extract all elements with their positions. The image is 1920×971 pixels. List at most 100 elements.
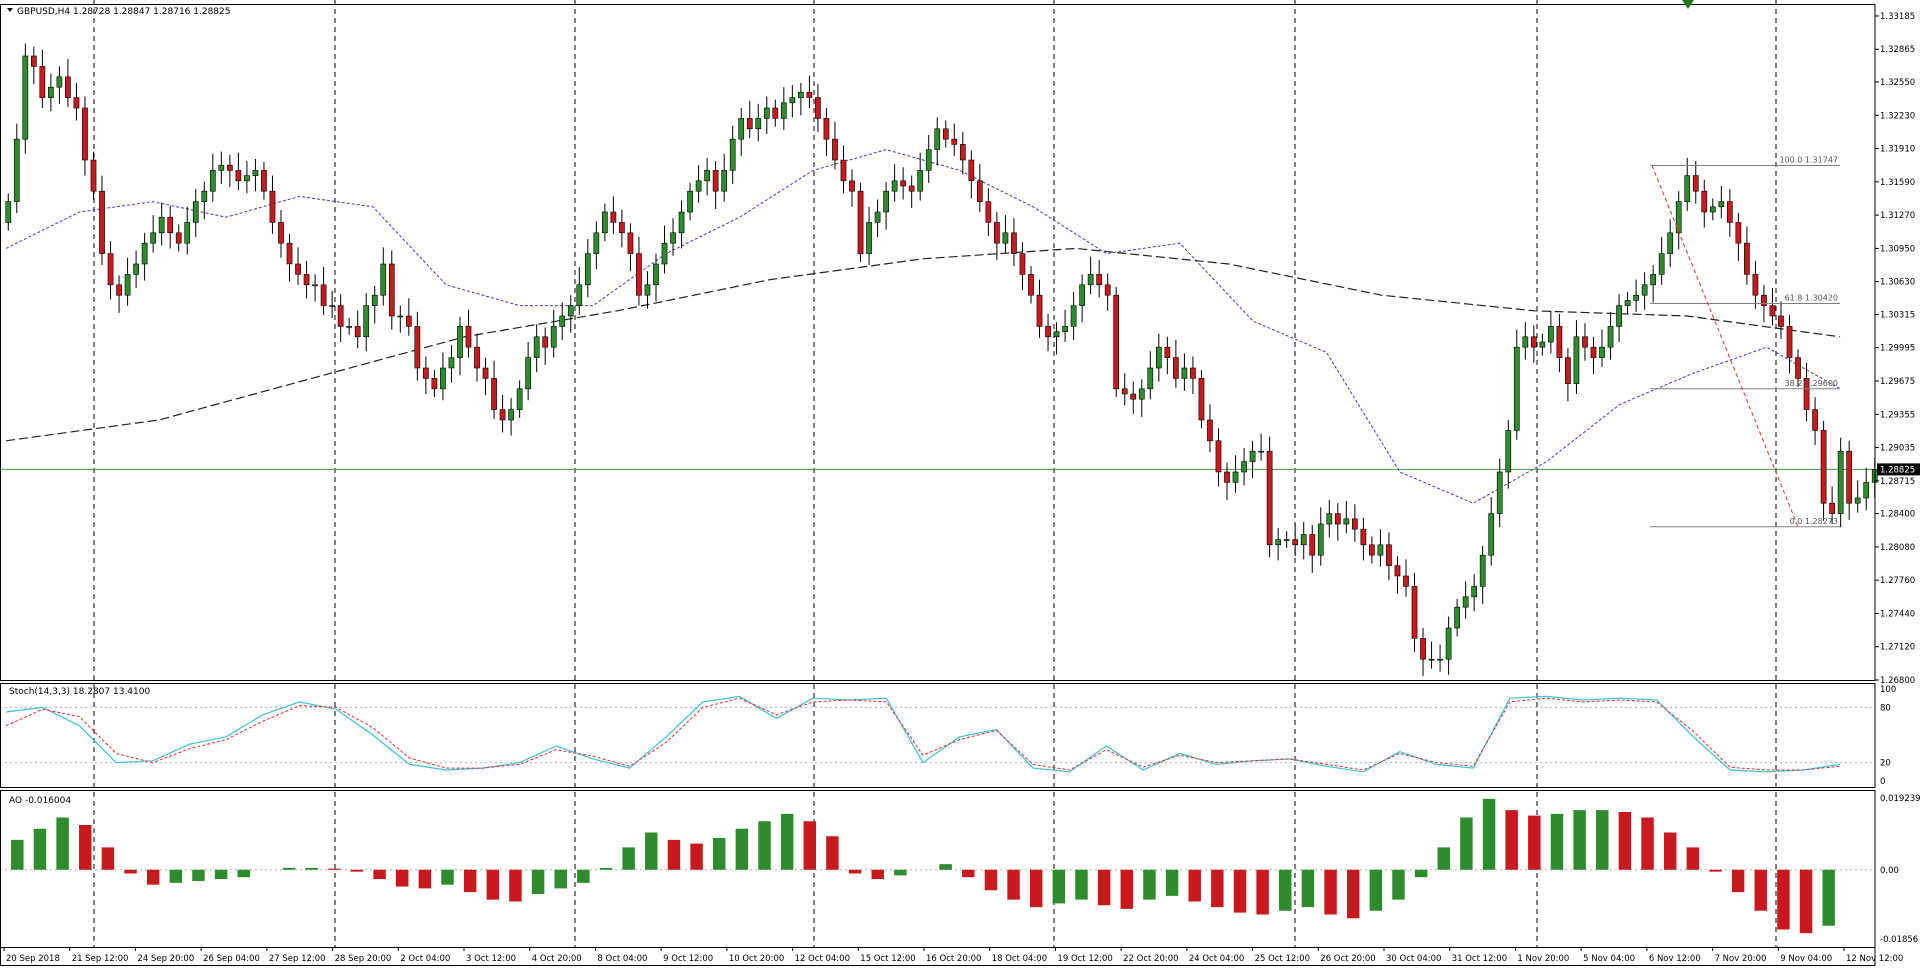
candle-body bbox=[1692, 175, 1699, 192]
candle bbox=[1616, 294, 1622, 342]
candle bbox=[1164, 336, 1171, 375]
candle bbox=[746, 100, 753, 139]
candle-body bbox=[678, 211, 685, 234]
candle bbox=[499, 395, 506, 433]
candle bbox=[1394, 556, 1401, 594]
time-tick-label: 9 Oct 12:00 bbox=[663, 954, 713, 964]
candle-body bbox=[90, 159, 97, 192]
candle-body bbox=[1258, 450, 1264, 453]
candle bbox=[1138, 379, 1145, 417]
candle bbox=[116, 275, 122, 313]
candle bbox=[798, 83, 804, 116]
candle bbox=[1599, 329, 1605, 367]
candle-body bbox=[1795, 357, 1801, 379]
candle bbox=[82, 96, 88, 176]
candle bbox=[1684, 157, 1691, 211]
candle bbox=[695, 165, 702, 203]
candle-body bbox=[1539, 341, 1546, 348]
candle-body bbox=[457, 326, 463, 358]
candle bbox=[1437, 644, 1443, 672]
candle bbox=[1300, 521, 1307, 560]
candle-body bbox=[99, 190, 105, 254]
candle bbox=[1369, 536, 1375, 564]
candle bbox=[1846, 440, 1853, 520]
candle-body bbox=[610, 211, 617, 223]
candle-body bbox=[1445, 627, 1452, 660]
candle-body bbox=[209, 170, 216, 192]
candle-body bbox=[1121, 388, 1128, 395]
candle-body bbox=[1488, 513, 1495, 556]
candle-body bbox=[994, 222, 1000, 244]
candle bbox=[883, 181, 889, 230]
candle-body bbox=[1658, 253, 1665, 275]
candle bbox=[755, 103, 762, 142]
candle-body bbox=[1573, 336, 1580, 384]
candle bbox=[371, 285, 378, 324]
candle bbox=[1104, 273, 1111, 311]
price-tick-label: 1.33185 bbox=[1880, 12, 1915, 22]
candle-body bbox=[1334, 513, 1341, 525]
candle-body bbox=[440, 367, 446, 390]
stoch-tick-label: 100 bbox=[1880, 685, 1896, 695]
candle-body bbox=[1377, 544, 1384, 556]
candle bbox=[397, 305, 404, 333]
candle bbox=[209, 153, 216, 202]
stoch-signal-line bbox=[5, 697, 1841, 771]
candle-body bbox=[1283, 539, 1290, 541]
candle-body bbox=[1522, 336, 1529, 348]
candle-body bbox=[601, 211, 608, 234]
time-tick-label: 19 Oct 12:00 bbox=[1057, 954, 1112, 964]
candle-body bbox=[738, 118, 745, 140]
candle bbox=[1829, 486, 1835, 524]
candle bbox=[891, 164, 898, 202]
stoch-tick-label: 80 bbox=[1880, 703, 1891, 713]
candle-body bbox=[593, 232, 600, 254]
candle-body bbox=[22, 55, 29, 140]
candle bbox=[1454, 598, 1460, 637]
candle-body bbox=[866, 222, 872, 254]
candle-body bbox=[1002, 232, 1009, 244]
candle-body bbox=[124, 274, 131, 296]
time-tick-label: 12 Nov 12:00 bbox=[1846, 954, 1903, 964]
candle-body bbox=[951, 138, 958, 145]
candle-body bbox=[1505, 430, 1512, 473]
time-tick-label: 27 Sep 12:00 bbox=[269, 954, 326, 964]
candle bbox=[1232, 455, 1239, 493]
candle bbox=[942, 120, 949, 148]
candle-body bbox=[1471, 586, 1478, 598]
candle bbox=[1726, 189, 1733, 237]
candle-body bbox=[1428, 658, 1435, 661]
candle bbox=[1403, 559, 1409, 597]
candle bbox=[158, 202, 165, 246]
candle-body bbox=[1317, 523, 1324, 556]
candle-body bbox=[644, 284, 651, 296]
candle-body bbox=[1079, 284, 1085, 306]
fib-level-label: 38.2 1.29600 bbox=[1785, 379, 1838, 388]
candle-body bbox=[1496, 471, 1503, 514]
candle bbox=[900, 167, 907, 200]
candle-body bbox=[917, 170, 924, 192]
price-tick-label: 1.27120 bbox=[1880, 643, 1915, 653]
candle bbox=[908, 175, 915, 208]
candle bbox=[1198, 370, 1205, 429]
candle bbox=[789, 85, 796, 118]
time-tick-label: 26 Sep 04:00 bbox=[203, 954, 260, 964]
candle-body bbox=[397, 315, 404, 318]
candle bbox=[1837, 437, 1844, 528]
candle bbox=[141, 232, 148, 281]
candle bbox=[1241, 448, 1247, 486]
candle bbox=[1863, 467, 1870, 511]
candle bbox=[934, 117, 941, 166]
price-tick-label: 1.30630 bbox=[1880, 278, 1915, 288]
candle bbox=[303, 260, 310, 299]
candle bbox=[1539, 333, 1546, 356]
candle-body bbox=[968, 159, 975, 182]
candle-body bbox=[1207, 419, 1213, 442]
candle-body bbox=[13, 138, 20, 202]
time-tick-label: 15 Oct 12:00 bbox=[860, 954, 915, 964]
candle-body bbox=[1096, 274, 1103, 286]
candle-body bbox=[806, 92, 813, 98]
candle-body bbox=[712, 170, 719, 192]
price-tick-label: 1.29995 bbox=[1880, 344, 1915, 354]
